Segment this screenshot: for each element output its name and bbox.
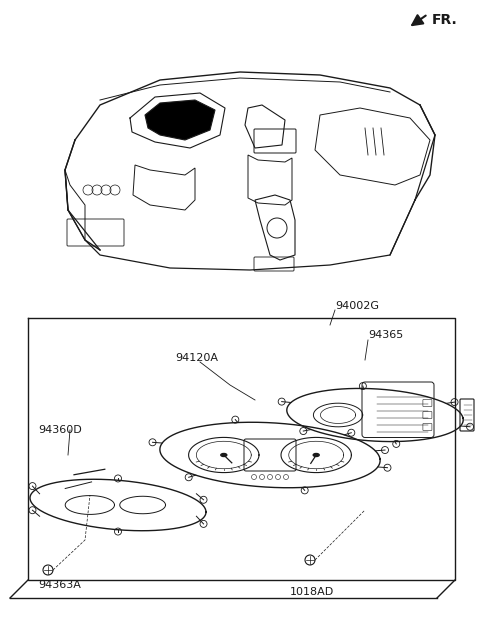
Text: 1018AD: 1018AD xyxy=(290,587,334,597)
Text: 94365: 94365 xyxy=(368,330,403,340)
Text: FR.: FR. xyxy=(432,13,458,27)
Ellipse shape xyxy=(313,453,319,457)
Text: 94363A: 94363A xyxy=(38,580,81,590)
Text: 94002G: 94002G xyxy=(335,301,379,311)
Text: 94360D: 94360D xyxy=(38,425,82,435)
Polygon shape xyxy=(145,100,215,140)
Text: 94120A: 94120A xyxy=(175,353,218,363)
Ellipse shape xyxy=(221,453,227,457)
